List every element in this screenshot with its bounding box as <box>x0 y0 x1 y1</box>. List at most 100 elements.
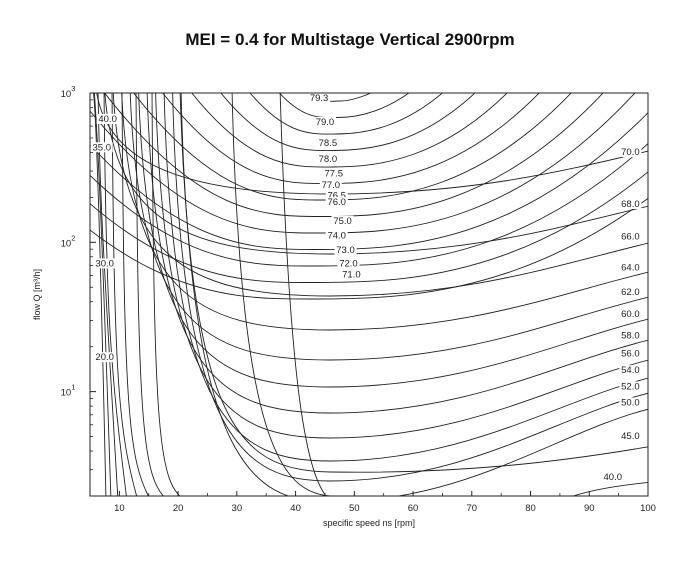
contour-label: 76.0 <box>327 197 346 208</box>
contour-label: 78.0 <box>319 154 338 165</box>
x-tick-label: 30 <box>232 503 243 514</box>
contour-label: 75.0 <box>333 216 352 227</box>
contour-label-bg <box>322 168 345 179</box>
contour-line <box>129 93 648 361</box>
contour-label: 50.0 <box>621 398 640 409</box>
contour-label: 66.0 <box>621 232 640 243</box>
contour-label-bg <box>619 330 642 341</box>
x-axis-label: specific speed ns [rpm] <box>323 518 415 528</box>
contour-label: 45.0 <box>621 431 640 442</box>
contour-labels: 79.3 79.0 78.5 78.0 77.577.076.576.0 75.0 74.0… <box>90 92 642 483</box>
contour-label-bg <box>319 179 342 190</box>
contour-line <box>90 142 648 267</box>
contour-label: 58.0 <box>621 331 640 342</box>
contour-label-bg <box>619 348 642 359</box>
contour-label: 72.0 <box>339 258 358 269</box>
contour-label: 78.5 <box>319 138 338 149</box>
contour-label-bg <box>325 197 348 208</box>
x-tick-label: 90 <box>584 503 595 514</box>
contour-line <box>279 93 327 496</box>
contour-label: 40.0 <box>604 472 623 483</box>
contour-line <box>571 482 648 496</box>
contour-line <box>96 93 648 195</box>
y-tick-label: 103 <box>61 84 76 100</box>
contour-label-bg <box>325 190 348 201</box>
axes <box>89 92 649 497</box>
y-axis-label: flow Q [m³/h] <box>32 269 42 320</box>
contour-label: 56.0 <box>621 348 640 359</box>
contour-line <box>135 93 164 496</box>
contour-label: 62.0 <box>621 287 640 298</box>
contour-label: 40.0 <box>98 114 117 125</box>
contour-label: 79.3 <box>310 93 329 104</box>
contour-line <box>90 197 648 300</box>
contour-label: 68.0 <box>621 199 640 210</box>
x-axis-ticks: 10 20 30 40 50 60 70 80 90 100 <box>89 491 656 514</box>
contour-label-bg <box>313 116 336 127</box>
contour-label-bg <box>619 147 642 158</box>
contour-line <box>121 93 149 496</box>
contour-label-bg <box>93 352 116 363</box>
contour-label-bg <box>331 215 354 226</box>
contour-label-bg <box>619 231 642 242</box>
contour-line <box>93 93 112 496</box>
contour-line <box>90 111 648 250</box>
contour-label-bg <box>619 430 642 441</box>
contour-line <box>104 93 604 217</box>
contour-line <box>104 93 648 255</box>
contour-line <box>172 93 648 482</box>
contour-line <box>249 93 444 135</box>
y-axis-ticks: 101 102 103 <box>61 84 96 497</box>
contour-label-bg <box>619 199 642 210</box>
contour-lines <box>90 93 648 496</box>
contour-label-bg <box>334 245 357 256</box>
contour-label-bg <box>325 230 348 241</box>
x-tick-label: 20 <box>173 503 184 514</box>
contour-line <box>231 93 331 496</box>
x-tick-label: 70 <box>467 503 478 514</box>
contour-label-bg <box>340 269 363 280</box>
contour-label-bg <box>619 365 642 376</box>
contour-label: 52.0 <box>621 381 640 392</box>
contour-label-bg <box>619 287 642 298</box>
contour-label: 74.0 <box>327 230 346 241</box>
contour-label-bg <box>619 381 642 392</box>
contour-label: 70.0 <box>621 147 640 158</box>
contour-label-bg <box>619 397 642 408</box>
contour-label: 35.0 <box>92 142 111 153</box>
contour-line <box>146 93 648 414</box>
plot-frame <box>89 92 649 497</box>
contour-label-bg <box>93 258 116 269</box>
contour-label-bg <box>619 262 642 273</box>
contour-line <box>155 93 648 439</box>
contour-line <box>220 93 476 151</box>
contour-line <box>90 171 648 283</box>
contour-label: 20.0 <box>95 352 114 363</box>
contour-line <box>179 93 648 473</box>
contour-line <box>93 93 107 496</box>
y-tick-label: 101 <box>61 383 76 399</box>
contour-label: 64.0 <box>621 262 640 273</box>
x-tick-label: 100 <box>640 503 656 514</box>
contour-line <box>163 93 648 462</box>
x-tick-label: 40 <box>290 503 301 514</box>
contour-label-bg <box>337 258 360 269</box>
contour-label-bg <box>619 309 642 320</box>
contour-label-bg <box>90 142 113 153</box>
contour-line <box>151 93 181 496</box>
contour-label-bg <box>316 154 339 165</box>
contour-label: 79.0 <box>316 117 335 128</box>
contour-line <box>97 93 119 496</box>
contour-label-bg <box>601 471 624 482</box>
contour-label: 54.0 <box>621 365 640 376</box>
contour-label: 71.0 <box>342 270 361 281</box>
chart-title: MEI = 0.4 for Multistage Vertical 2900rp… <box>185 30 515 49</box>
contour-line <box>111 93 138 496</box>
contour-line <box>191 93 508 168</box>
contour-line <box>278 93 410 119</box>
contour-line <box>180 93 648 496</box>
contour-label: 76.5 <box>327 190 346 201</box>
x-tick-label: 10 <box>114 503 125 514</box>
contour-label: 30.0 <box>95 258 114 269</box>
